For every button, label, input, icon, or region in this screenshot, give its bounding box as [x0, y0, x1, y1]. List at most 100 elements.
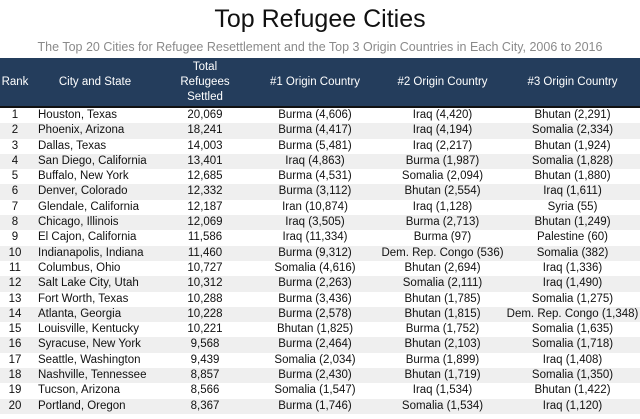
table-row: 9 El Cajon, California 11,586 Iraq (11,334)…: [0, 230, 640, 245]
cell-origin-3: Iraq (1,490): [505, 276, 640, 292]
table-row: 17 Seattle, Washington 9,439 Somalia (2,034…: [0, 353, 640, 368]
cell-origin-2: Dem. Rep. Congo (536): [380, 245, 505, 261]
table-row: 1 Houston, Texas 20,069 Burma (4,606) Iraq (…: [0, 107, 640, 123]
cell-total: 8,367: [160, 398, 250, 414]
cell-origin-1: Somalia (4,616): [274, 261, 356, 274]
cell-origin-3: Bhutan (1,422): [534, 384, 611, 397]
cell-rank: 12: [0, 276, 30, 292]
cell-origin-1: Burma (4,531): [278, 170, 352, 183]
header-total: Total Refugees Settled: [160, 58, 250, 108]
cell-total: 10,288: [187, 292, 223, 305]
cell-rank: 18: [0, 368, 30, 384]
cell-origin-1: Burma (5,481): [278, 139, 352, 152]
cell-origin-3: Somalia (1,828): [505, 153, 640, 170]
table-row: 4 San Diego, California 13,401 Iraq (4,863)…: [0, 153, 640, 170]
table-row: 20 Portland, Oregon 8,367 Burma (1,746) Soma…: [0, 398, 640, 414]
table-row: 10 Indianapolis, Indiana 11,460 Burma (9,31…: [0, 245, 640, 261]
cell-city: Syracuse, New York: [30, 337, 160, 353]
cell-origin-2: Iraq (4,420): [412, 109, 473, 121]
table-row: 16 Syracuse, New York 9,568 Burma (2,464) Bh…: [0, 337, 640, 353]
cell-rank: 19: [8, 384, 22, 397]
cell-origin-3: Somalia (2,334): [505, 123, 640, 139]
cell-total: 10,727: [187, 261, 223, 274]
cell-origin-1: Somalia (1,547): [274, 384, 356, 397]
cell-origin-2: Bhutan (2,554): [380, 184, 505, 200]
cell-rank: 1: [11, 109, 19, 121]
cell-city: Phoenix, Arizona: [30, 123, 160, 139]
cell-rank: 9: [11, 231, 19, 244]
cell-city: Atlanta, Georgia: [30, 306, 160, 323]
cell-origin-2: Burma (1,987): [380, 153, 505, 170]
cell-origin-3: Dem. Rep. Congo (1,348): [505, 306, 640, 323]
table-row: 18 Nashville, Tennessee 8,857 Burma (2,430)…: [0, 368, 640, 384]
cell-rank: 14: [0, 306, 30, 323]
cell-origin-3: Bhutan (2,291): [534, 109, 611, 121]
cell-total: 10,312: [160, 276, 250, 292]
cell-rank: 2: [0, 123, 30, 139]
table-row: 2 Phoenix, Arizona 18,241 Burma (4,417) Iraq…: [0, 123, 640, 139]
cell-total: 13,401: [160, 153, 250, 170]
cell-origin-1: Burma (4,606): [278, 109, 352, 121]
cell-total: 9,439: [190, 353, 220, 366]
cell-city: San Diego, California: [30, 153, 160, 170]
cell-origin-1: Burma (3,112): [250, 184, 380, 200]
table-row: 19 Tucson, Arizona 8,566 Somalia (1,547) Ira…: [0, 383, 640, 398]
table-row: 11 Columbus, Ohio 10,727 Somalia (4,616) Bhu…: [0, 261, 640, 276]
header-origin-2: #2 Origin Country: [380, 58, 505, 108]
header-rank: Rank: [0, 58, 30, 108]
cell-rank: 16: [0, 337, 30, 353]
cell-origin-2: Burma (1,752): [405, 323, 480, 336]
table-row: 6 Denver, Colorado 12,332 Burma (3,112) Bhut…: [0, 184, 640, 200]
cell-origin-2: Bhutan (1,785): [404, 292, 481, 305]
cell-total: 10,228: [160, 306, 250, 323]
cell-origin-1: Burma (2,430): [250, 368, 380, 384]
cell-city: Salt Lake City, Utah: [30, 276, 160, 292]
cell-total: 12,685: [187, 170, 223, 183]
table-row: 14 Atlanta, Georgia 10,228 Burma (2,578) Bhu…: [0, 306, 640, 323]
cell-total: 11,586: [187, 231, 223, 244]
cell-origin-1: Burma (4,417): [250, 123, 380, 139]
cell-city: Portland, Oregon: [30, 398, 160, 414]
cell-origin-2: Iraq (2,217): [412, 139, 473, 152]
cell-origin-2: Bhutan (2,694): [404, 261, 481, 274]
cell-origin-1: Burma (2,578): [250, 306, 380, 323]
cell-total: 8,857: [160, 368, 250, 384]
cell-rank: 7: [11, 200, 19, 213]
cell-origin-3: Bhutan (1,924): [534, 139, 611, 152]
header-city: City and State: [30, 58, 160, 108]
cell-origin-2: Iraq (1,534): [412, 384, 473, 397]
cell-rank: 4: [0, 153, 30, 170]
table-row: 12 Salt Lake City, Utah 10,312 Burma (2,263…: [0, 276, 640, 292]
cell-total: 11,460: [160, 245, 250, 261]
table-row: 7 Glendale, California 12,187 Iran (10,874)…: [0, 200, 640, 215]
cell-total: 14,003: [187, 139, 223, 152]
cell-total: 12,069: [160, 215, 250, 231]
cell-rank: 5: [11, 170, 19, 183]
cell-origin-1: Iraq (4,863): [250, 153, 380, 170]
table-header-row: Rank City and State Total Refugees Settl…: [0, 58, 640, 108]
table-row: 13 Fort Worth, Texas 10,288 Burma (3,436) Bh…: [0, 292, 640, 307]
cell-origin-3: Somalia (1,350): [505, 368, 640, 384]
cell-rank: 3: [11, 139, 19, 152]
cell-city: Chicago, Illinois: [30, 215, 160, 231]
cell-city: Fort Worth, Texas: [38, 292, 129, 305]
cell-rank: 8: [0, 215, 30, 231]
cell-city: Seattle, Washington: [38, 353, 141, 366]
cell-origin-1: Iraq (3,505): [250, 215, 380, 231]
cell-origin-2: Somalia (2,094): [401, 170, 484, 183]
cell-origin-3: Somalia (382): [505, 245, 640, 261]
cell-origin-2: Burma (1,899): [405, 353, 480, 366]
cell-origin-2: Somalia (2,111): [380, 276, 505, 292]
cell-city: El Cajon, California: [38, 231, 137, 244]
cell-origin-2: Bhutan (1,719): [380, 368, 505, 384]
cell-origin-2: Bhutan (2,103): [380, 337, 505, 353]
cell-rank: 13: [8, 292, 22, 305]
cell-city: Denver, Colorado: [30, 184, 160, 200]
cell-total: 8,566: [190, 384, 220, 397]
cell-total: 10,221: [187, 323, 223, 336]
cell-origin-3: Bhutan (1,249): [505, 215, 640, 231]
cell-city: Houston, Texas: [38, 109, 118, 121]
cell-origin-1: Burma (9,312): [250, 245, 380, 261]
cell-origin-2: Bhutan (1,815): [380, 306, 505, 323]
header-origin-1: #1 Origin Country: [250, 58, 380, 108]
